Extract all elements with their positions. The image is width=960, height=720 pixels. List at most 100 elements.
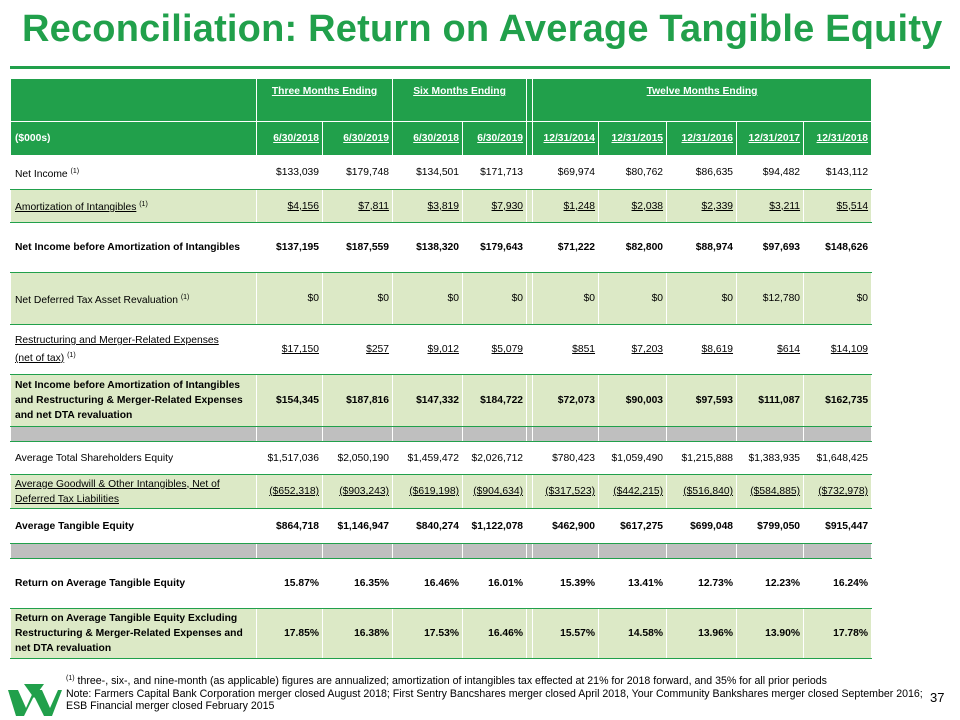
- cell: 16.38%: [321, 608, 394, 659]
- cell: 12.73%: [666, 558, 738, 609]
- cell: $154,345: [256, 374, 323, 427]
- cell: $2,038: [631, 200, 664, 212]
- cell: $9,012: [427, 344, 460, 355]
- footnote-marker: (1): [180, 293, 190, 301]
- cell: $1,215,888: [666, 441, 738, 475]
- row-avg-goodwill: Average Goodwill & Other Intangibles, Ne…: [10, 474, 873, 509]
- cell: $0: [462, 272, 528, 325]
- cell: $14,109: [830, 344, 869, 355]
- cell: ($584,885): [750, 486, 801, 497]
- cell: $7,930: [491, 200, 524, 212]
- cell: $71,222: [532, 222, 600, 273]
- cell: ($903,243): [339, 486, 390, 497]
- cell: $80,762: [598, 155, 668, 190]
- row-label: Average Total Shareholders Equity: [10, 441, 257, 475]
- reconciliation-table: Three Months Ending Six Months Ending Tw…: [10, 78, 873, 659]
- cell: $5,079: [491, 344, 524, 355]
- row-net-income: Net Income (1) $133,039 $179,748 $134,50…: [10, 155, 873, 190]
- cell: ($732,978): [818, 486, 869, 497]
- cell: $1,459,472: [392, 441, 464, 475]
- cell: $7,811: [358, 200, 390, 212]
- cell: 17.85%: [256, 608, 323, 659]
- cell: $148,626: [803, 222, 873, 273]
- cell: $0: [321, 272, 394, 325]
- row-label: Average Tangible Equity: [10, 508, 257, 544]
- row-avg-equity: Average Total Shareholders Equity $1,517…: [10, 441, 873, 475]
- cell: $699,048: [666, 508, 738, 544]
- row-amortization: Amortization of Intangibles (1) $4,156 $…: [10, 189, 873, 223]
- column-header: 12/31/2018: [816, 133, 869, 144]
- row-label-sub: (net of tax): [15, 353, 65, 364]
- cell: 16.35%: [321, 558, 394, 609]
- footnote-marker: (1): [67, 352, 76, 359]
- cell: $88,974: [666, 222, 738, 273]
- row-rote: Return on Average Tangible Equity 15.87%…: [10, 558, 873, 609]
- cell: $1,122,078: [462, 508, 528, 544]
- cell: $799,050: [736, 508, 805, 544]
- reconciliation-table-container: Three Months Ending Six Months Ending Tw…: [10, 78, 873, 659]
- header-units: ($000s): [10, 121, 257, 156]
- row-restructuring: Restructuring and Merger-Related Expense…: [10, 324, 873, 375]
- row-label: Return on Average Tangible Equity: [10, 558, 257, 609]
- cell: $3,211: [769, 200, 801, 212]
- cell: $0: [666, 272, 738, 325]
- cell: $162,735: [803, 374, 873, 427]
- cell: $1,248: [563, 200, 596, 212]
- footnote-marker: (1): [139, 201, 148, 208]
- column-header: 12/31/2017: [748, 133, 801, 144]
- cell: $462,900: [532, 508, 600, 544]
- cell: $8,619: [701, 344, 734, 355]
- cell: $851: [572, 344, 596, 355]
- cell: 16.24%: [803, 558, 873, 609]
- header-three-months: Three Months Ending: [271, 86, 378, 97]
- spacer-row: [10, 426, 873, 442]
- cell: 15.57%: [532, 608, 600, 659]
- cell: $137,195: [256, 222, 323, 273]
- cell: ($619,198): [409, 486, 460, 497]
- company-logo-icon: [8, 684, 62, 716]
- cell: $0: [256, 272, 323, 325]
- cell: $2,339: [701, 200, 734, 212]
- column-header: 6/30/2018: [413, 133, 460, 144]
- column-header: 6/30/2019: [477, 133, 524, 144]
- cell: $138,320: [392, 222, 464, 273]
- footnote-text: three-, six-, and nine-month (as applica…: [77, 675, 827, 687]
- cell: $7,203: [631, 344, 664, 355]
- cell: $0: [803, 272, 873, 325]
- footnote-line-2: Note: Farmers Capital Bank Corporation m…: [66, 687, 923, 713]
- cell: 13.41%: [598, 558, 668, 609]
- cell: 13.96%: [666, 608, 738, 659]
- cell: $1,059,490: [598, 441, 668, 475]
- column-header: 6/30/2018: [273, 133, 319, 144]
- row-rote-adjusted: Return on Average Tangible Equity Exclud…: [10, 608, 873, 659]
- cell: $111,087: [736, 374, 805, 427]
- footnote-marker: (1): [66, 675, 75, 682]
- row-ni-before-amortization: Net Income before Amortization of Intang…: [10, 222, 873, 273]
- footnote-marker: (1): [70, 167, 80, 175]
- header-group-row: Three Months Ending Six Months Ending Tw…: [10, 78, 873, 122]
- cell: ($442,215): [613, 486, 664, 497]
- cell: $1,517,036: [256, 441, 323, 475]
- cell: $82,800: [598, 222, 668, 273]
- header-twelve-months: Twelve Months Ending: [646, 86, 758, 97]
- cell: $147,332: [392, 374, 464, 427]
- cell: $184,722: [462, 374, 528, 427]
- title-divider: [10, 66, 950, 69]
- column-header: 6/30/2019: [343, 133, 390, 144]
- footnote-block: (1) three-, six-, and nine-month (as app…: [66, 673, 926, 713]
- cell: $614: [777, 344, 801, 355]
- cell: 16.46%: [392, 558, 464, 609]
- cell: $3,819: [427, 200, 460, 212]
- cell: ($652,318): [269, 486, 319, 497]
- cell: $257: [366, 344, 390, 355]
- cell: $17,150: [281, 344, 319, 355]
- cell: $72,073: [532, 374, 600, 427]
- cell: $171,713: [462, 155, 528, 190]
- cell: 13.90%: [736, 608, 805, 659]
- column-header: 12/31/2014: [543, 133, 596, 144]
- cell: $133,039: [256, 155, 323, 190]
- column-header: 12/31/2016: [681, 133, 734, 144]
- row-ni-adjusted: Net Income before Amortization of Intang…: [10, 374, 873, 427]
- cell: 17.53%: [392, 608, 464, 659]
- cell: $179,643: [462, 222, 528, 273]
